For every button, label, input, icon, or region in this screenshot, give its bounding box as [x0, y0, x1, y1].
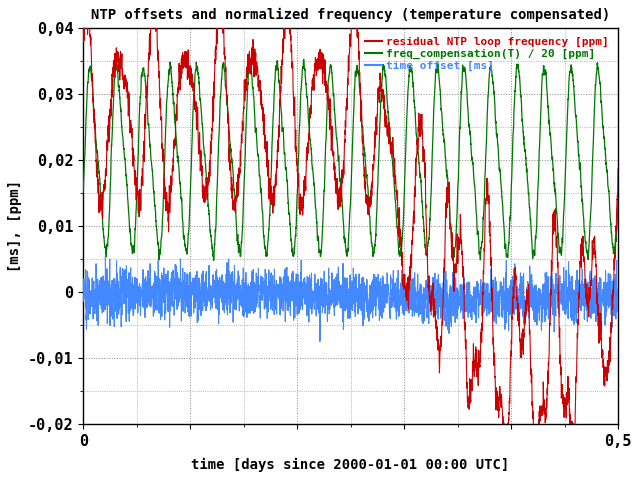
Y-axis label: [ms], [ppm]: [ms], [ppm] [8, 180, 22, 272]
Legend: residual NTP loop frequency [ppm], freq_compensation(T) / 20 [ppm], time offset : residual NTP loop frequency [ppm], freq_… [362, 34, 612, 74]
Title: NTP offsets and normalized frequency (temperature compensated): NTP offsets and normalized frequency (te… [91, 8, 610, 23]
X-axis label: time [days since 2000-01-01 00:00 UTC]: time [days since 2000-01-01 00:00 UTC] [191, 457, 509, 472]
